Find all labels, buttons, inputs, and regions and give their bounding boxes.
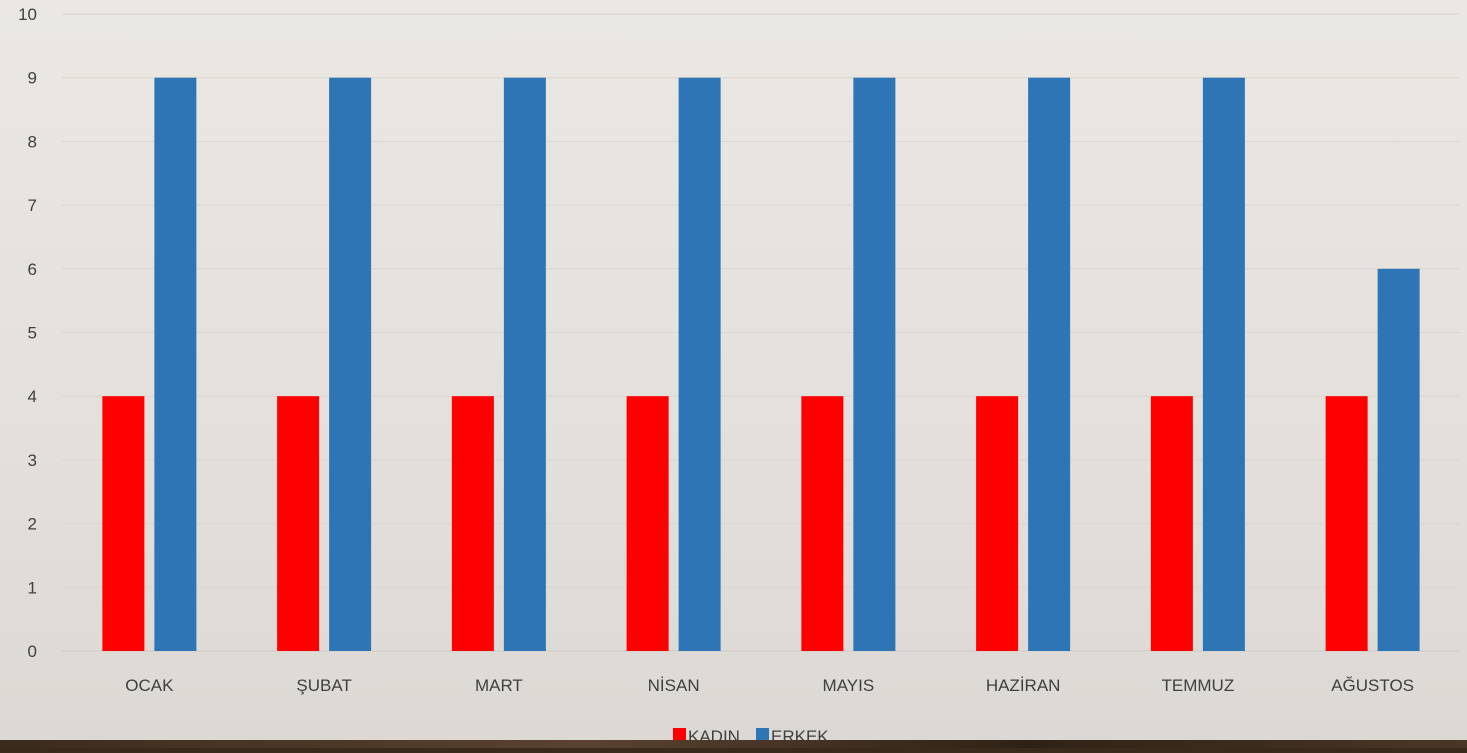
bar-kadin — [1150, 396, 1193, 651]
y-tick-label: 2 — [28, 515, 37, 534]
legend-swatch-erkek — [756, 728, 769, 741]
x-tick-label: NİSAN — [648, 676, 700, 695]
x-tick-label: MART — [475, 676, 523, 695]
x-tick-label: HAZİRAN — [986, 676, 1061, 695]
bar-kadin — [976, 396, 1019, 651]
bar-erkek — [853, 77, 896, 651]
bar-erkek — [1202, 77, 1245, 651]
bar-erkek — [329, 77, 372, 651]
legend-swatch-kadin — [673, 728, 686, 741]
bar-kadin — [277, 396, 320, 651]
x-tick-label: MAYIS — [823, 676, 875, 695]
x-tick-label: TEMMUZ — [1162, 676, 1235, 695]
bar-kadin — [626, 396, 669, 651]
y-tick-label: 8 — [28, 132, 37, 151]
x-tick-label: OCAK — [125, 676, 174, 695]
gridlines — [62, 13, 1460, 652]
y-tick-label: 9 — [28, 69, 37, 88]
y-tick-label: 6 — [28, 260, 37, 279]
x-tick-label: AĞUSTOS — [1331, 676, 1414, 695]
bar-erkek — [1028, 77, 1071, 651]
y-axis-ticks: 0 1 2 3 4 5 6 7 8 9 10 — [18, 5, 37, 661]
x-axis-ticks: OCAK ŞUBAT MART NİSAN MAYIS HAZİRAN TEMMUZ AĞUS… — [125, 676, 1414, 695]
bar-kadin — [451, 396, 494, 651]
y-tick-label: 10 — [18, 5, 37, 24]
y-tick-label: 1 — [28, 578, 37, 597]
bar-erkek — [678, 77, 721, 651]
y-tick-label: 4 — [28, 387, 37, 406]
y-tick-label: 7 — [28, 196, 37, 215]
bar-kadin — [1325, 396, 1368, 651]
bar-kadin — [102, 396, 145, 651]
y-tick-label: 3 — [28, 451, 37, 470]
x-tick-label: ŞUBAT — [296, 676, 351, 695]
bars — [102, 77, 1420, 651]
bar-erkek — [1377, 268, 1420, 651]
bar-erkek — [503, 77, 546, 651]
y-tick-label: 5 — [28, 324, 37, 343]
background-strip — [0, 740, 1467, 748]
y-tick-label: 0 — [28, 642, 37, 661]
bar-erkek — [154, 77, 197, 651]
bar-kadin — [801, 396, 844, 651]
